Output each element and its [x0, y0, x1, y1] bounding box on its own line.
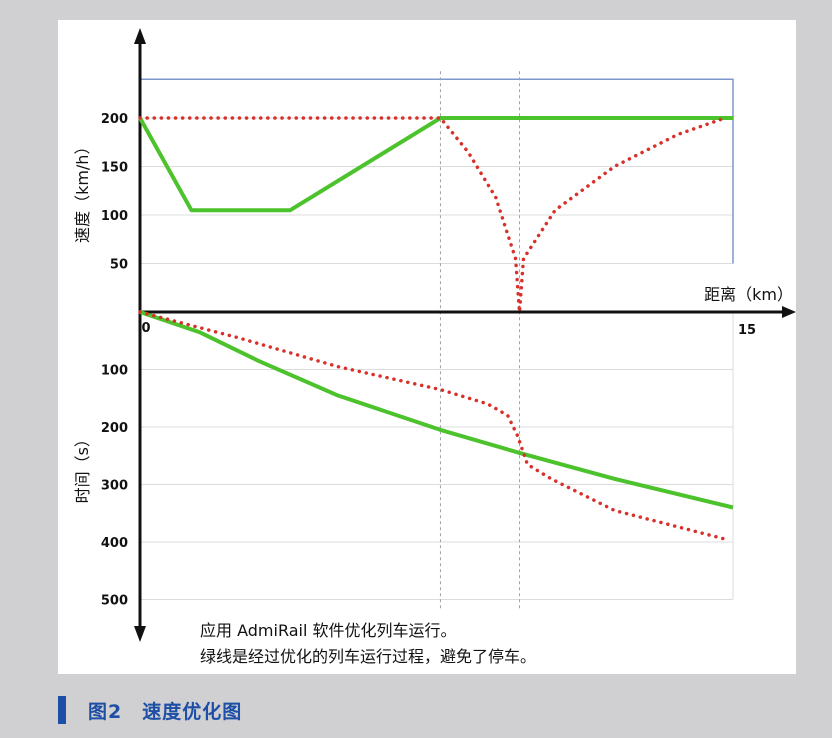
gridlines [140, 78, 734, 600]
figure-label: 图2 速度优化图 [58, 695, 242, 725]
chart-caption: 应用 AdmiRail 软件优化列车运行。 绿线是经过优化的列车运行过程，避免了… [200, 618, 760, 670]
axes [134, 28, 796, 642]
speed-tick-label: 50 [110, 258, 128, 273]
time-axis-title: 时间（s） [73, 431, 92, 503]
x-axis-arrow [782, 306, 796, 318]
speed-tick-label: 100 [101, 209, 128, 224]
figure-panel: 50 100 150 200 100 200 300 400 500 0 15 距离（km） 速度（km… [58, 20, 796, 674]
time-tick-label: 400 [101, 536, 128, 551]
speed-green-solid-series [138, 116, 733, 213]
figure-title: 图2 速度优化图 [88, 700, 243, 723]
x-tick-label: 0 [141, 321, 150, 336]
time-red-dotted-series [138, 310, 727, 541]
x-axis-title: 距离（km） [704, 285, 793, 304]
speed-time-chart: 50 100 150 200 100 200 300 400 500 0 15 距离（km） 速度（km… [73, 28, 796, 642]
time-green-solid-series [139, 310, 734, 510]
figure-accent-bar [58, 696, 66, 724]
y-axis-arrow-down [134, 626, 146, 642]
speed-axis-title: 速度（km/h） [73, 139, 92, 243]
series-lines [138, 116, 734, 541]
speed-tick-label: 150 [101, 161, 128, 176]
speed-tick-label: 200 [101, 112, 128, 127]
x-tick-label: 15 [738, 323, 756, 338]
time-tick-label: 300 [101, 479, 128, 494]
speed-limit-line [140, 78, 734, 264]
y-axis-arrow-up [134, 28, 146, 44]
caption-line-1: 应用 AdmiRail 软件优化列车运行。 [200, 621, 457, 640]
reference-lines [439, 71, 521, 611]
time-tick-label: 100 [101, 364, 128, 379]
time-tick-label: 200 [101, 421, 128, 436]
caption-line-2: 绿线是经过优化的列车运行过程，避免了停车。 [200, 647, 537, 666]
speed-red-dotted-series [138, 116, 727, 313]
tick-labels: 50 100 150 200 100 200 300 400 500 0 15 距离（km） 速度（km… [73, 112, 793, 609]
time-tick-label: 500 [101, 594, 128, 609]
